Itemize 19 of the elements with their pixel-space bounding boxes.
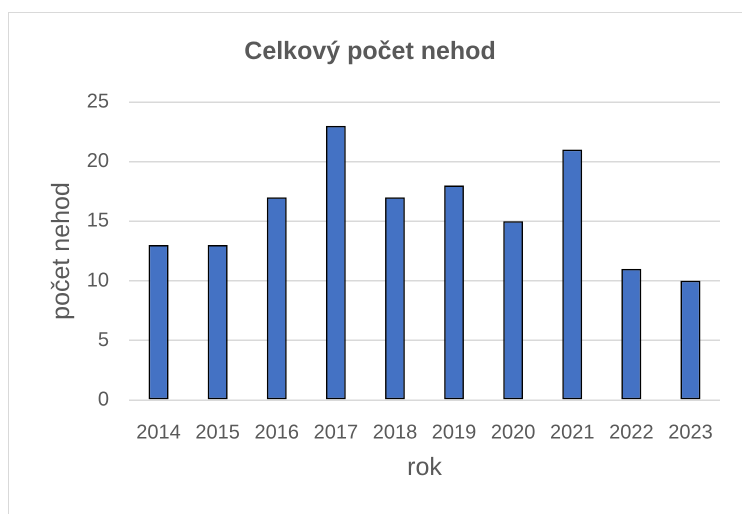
y-tick-label: 5 — [98, 328, 109, 351]
x-tick-label: 2020 — [490, 422, 536, 444]
x-tick-label: 2017 — [314, 422, 358, 444]
chart-title: Celkový počet nehod — [244, 36, 496, 65]
x-tick-label: 2015 — [195, 422, 240, 444]
y-tick-label: 20 — [86, 150, 109, 172]
x-tick-label: 2019 — [432, 422, 476, 444]
y-tick-label: 15 — [86, 210, 109, 232]
y-tick-label: 25 — [86, 90, 109, 113]
x-axis-title: rok — [407, 452, 442, 481]
x-tick-label: 2021 — [550, 422, 594, 444]
x-tick-label: 2018 — [372, 422, 418, 444]
y-tick-label: 10 — [86, 269, 109, 292]
x-tick-label: 2014 — [136, 422, 181, 444]
x-tick-label: 2022 — [609, 422, 654, 444]
x-tick-label: 2016 — [254, 422, 299, 444]
x-tick-label: 2023 — [668, 422, 713, 444]
y-axis-title: počet nehod — [46, 182, 75, 320]
y-tick-label: 0 — [98, 388, 109, 411]
